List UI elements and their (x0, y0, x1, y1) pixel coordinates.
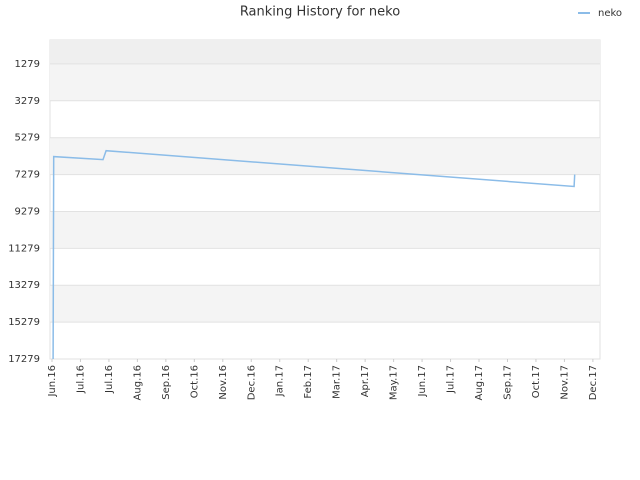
x-tick-label: Jul.16 (104, 365, 115, 394)
y-tick-label: 3279 (15, 96, 40, 107)
grid-band (50, 40, 600, 64)
x-tick-label: Jan.17 (275, 365, 286, 397)
x-tick-label: Aug.17 (474, 365, 485, 400)
x-tick-label: Sep.17 (502, 365, 513, 400)
x-tick-label: Nov.17 (559, 365, 570, 400)
x-tick-label: Jun.16 (47, 365, 58, 398)
x-tick-label: Dec.16 (246, 365, 257, 400)
x-tick-label: Aug.16 (132, 365, 143, 400)
x-tick-label: Sep.16 (161, 365, 172, 400)
y-tick-label: 11279 (8, 243, 40, 254)
x-tick-label: Dec.17 (588, 365, 599, 400)
x-tick-label: Oct.17 (531, 365, 542, 398)
grid-band (50, 63, 600, 101)
x-tick-label: Nov.16 (218, 365, 229, 400)
x-tick-label: Oct.16 (189, 365, 200, 398)
y-tick-label: 9279 (15, 206, 40, 217)
grid-band (50, 137, 600, 175)
y-tick-label: 17279 (8, 354, 40, 365)
y-tick-label: 1279 (15, 59, 40, 70)
y-tick-label: 5279 (15, 133, 40, 144)
x-tick-label: Apr.17 (360, 365, 371, 397)
x-tick-label: Jun.17 (417, 365, 428, 398)
chart-title: Ranking History for neko (240, 5, 400, 20)
y-tick-label: 7279 (15, 170, 40, 181)
x-tick-label: May.17 (389, 365, 400, 400)
x-tick-label: Mar.17 (332, 365, 343, 399)
y-tick-label: 13279 (8, 280, 40, 291)
legend-label: neko (598, 8, 622, 19)
grid-band (50, 285, 600, 323)
x-tick-label: Jul.16 (75, 365, 86, 394)
x-tick-label: Jul.17 (446, 365, 457, 394)
y-tick-label: 15279 (8, 317, 40, 328)
line-series (52, 149, 576, 360)
x-tick-label: Feb.17 (303, 365, 314, 399)
grid-band (50, 211, 600, 249)
